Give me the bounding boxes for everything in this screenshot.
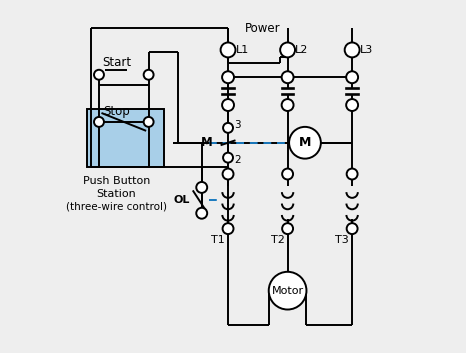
Circle shape bbox=[281, 99, 294, 111]
FancyBboxPatch shape bbox=[87, 109, 164, 167]
Text: L1: L1 bbox=[235, 45, 249, 55]
Text: Motor: Motor bbox=[272, 286, 304, 296]
Circle shape bbox=[223, 153, 233, 163]
Circle shape bbox=[222, 71, 234, 83]
Text: M: M bbox=[201, 136, 213, 149]
Circle shape bbox=[346, 71, 358, 83]
Circle shape bbox=[347, 169, 357, 179]
Text: Push Button: Push Button bbox=[82, 176, 150, 186]
Text: (three-wire control): (three-wire control) bbox=[66, 201, 167, 211]
Circle shape bbox=[223, 123, 233, 133]
Text: M: M bbox=[299, 136, 311, 149]
Text: OL: OL bbox=[174, 195, 190, 205]
Text: L2: L2 bbox=[295, 45, 308, 55]
Text: Start: Start bbox=[102, 56, 131, 69]
Text: L3: L3 bbox=[360, 45, 373, 55]
Text: T1: T1 bbox=[211, 235, 225, 245]
Circle shape bbox=[144, 70, 154, 80]
Circle shape bbox=[144, 117, 154, 127]
Circle shape bbox=[282, 223, 293, 234]
Text: Stop: Stop bbox=[103, 106, 130, 119]
Circle shape bbox=[280, 42, 295, 58]
Circle shape bbox=[220, 42, 235, 58]
Circle shape bbox=[196, 208, 207, 219]
Circle shape bbox=[223, 223, 233, 234]
Text: Power: Power bbox=[245, 22, 281, 35]
Text: T3: T3 bbox=[336, 235, 349, 245]
Circle shape bbox=[281, 71, 294, 83]
Text: 2: 2 bbox=[234, 155, 240, 165]
Circle shape bbox=[94, 70, 104, 80]
Circle shape bbox=[346, 99, 358, 111]
Text: Station: Station bbox=[96, 189, 136, 199]
Circle shape bbox=[289, 127, 321, 158]
Circle shape bbox=[196, 182, 207, 193]
Circle shape bbox=[282, 169, 293, 179]
Circle shape bbox=[347, 223, 357, 234]
Circle shape bbox=[223, 169, 233, 179]
Text: T2: T2 bbox=[271, 235, 285, 245]
Circle shape bbox=[269, 272, 307, 310]
Circle shape bbox=[345, 42, 360, 58]
Circle shape bbox=[94, 117, 104, 127]
Text: 3: 3 bbox=[234, 120, 240, 130]
Circle shape bbox=[222, 99, 234, 111]
